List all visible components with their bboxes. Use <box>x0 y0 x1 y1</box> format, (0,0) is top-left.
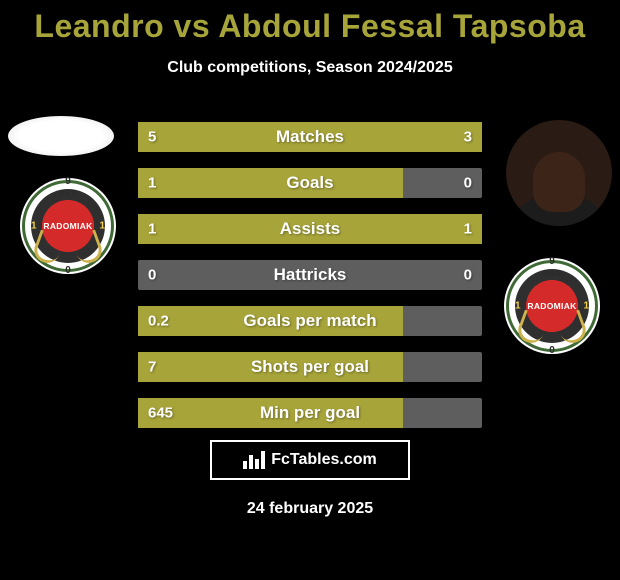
club-badge-num-left: 1 <box>31 221 37 232</box>
stat-label: Hattricks <box>138 265 482 285</box>
stat-row: 00Hattricks <box>138 260 482 290</box>
club-badge-text-top: RKS <box>59 189 77 198</box>
club-badge-text-top: RKS <box>543 269 561 278</box>
footer-brand-text: FcTables.com <box>271 451 377 469</box>
stat-label: Matches <box>138 127 482 147</box>
club-badge-num-left: 1 <box>515 301 521 312</box>
club-badge-num-right: 1 <box>99 221 105 232</box>
player-right-avatar <box>506 120 612 226</box>
club-badge-left: RKS RADOMIAK 1 1 9 0 <box>20 178 116 274</box>
bar-chart-icon <box>243 451 265 469</box>
stat-row: 53Matches <box>138 122 482 152</box>
stat-label: Shots per goal <box>138 357 482 377</box>
stat-label: Goals per match <box>138 311 482 331</box>
page-title: Leandro vs Abdoul Fessal Tapsoba <box>0 0 620 45</box>
stat-row: 0.2Goals per match <box>138 306 482 336</box>
club-badge-num-top: 9 <box>549 256 555 267</box>
club-badge-num-right: 1 <box>583 301 589 312</box>
stat-row: 7Shots per goal <box>138 352 482 382</box>
page-subtitle: Club competitions, Season 2024/2025 <box>0 59 620 77</box>
stat-row: 10Goals <box>138 168 482 198</box>
stats-bars: 53Matches 10Goals 11Assists 00Hattricks 0.2G… <box>138 122 482 444</box>
stat-label: Goals <box>138 173 482 193</box>
stat-row: 645Min per goal <box>138 398 482 428</box>
club-badge-right: RKS RADOMIAK 1 1 9 0 <box>504 258 600 354</box>
club-badge-text-mid: RADOMIAK <box>43 221 92 231</box>
club-badge-num-bottom: 0 <box>549 345 555 356</box>
club-badge-num-top: 9 <box>65 176 71 187</box>
player-left-avatar <box>8 116 114 156</box>
stat-label: Assists <box>138 219 482 239</box>
stat-row: 11Assists <box>138 214 482 244</box>
footer-date: 24 february 2025 <box>0 500 620 518</box>
stat-label: Min per goal <box>138 403 482 423</box>
club-badge-text-mid: RADOMIAK <box>527 301 576 311</box>
club-badge-num-bottom: 0 <box>65 265 71 276</box>
footer-brand-box: FcTables.com <box>210 440 410 480</box>
